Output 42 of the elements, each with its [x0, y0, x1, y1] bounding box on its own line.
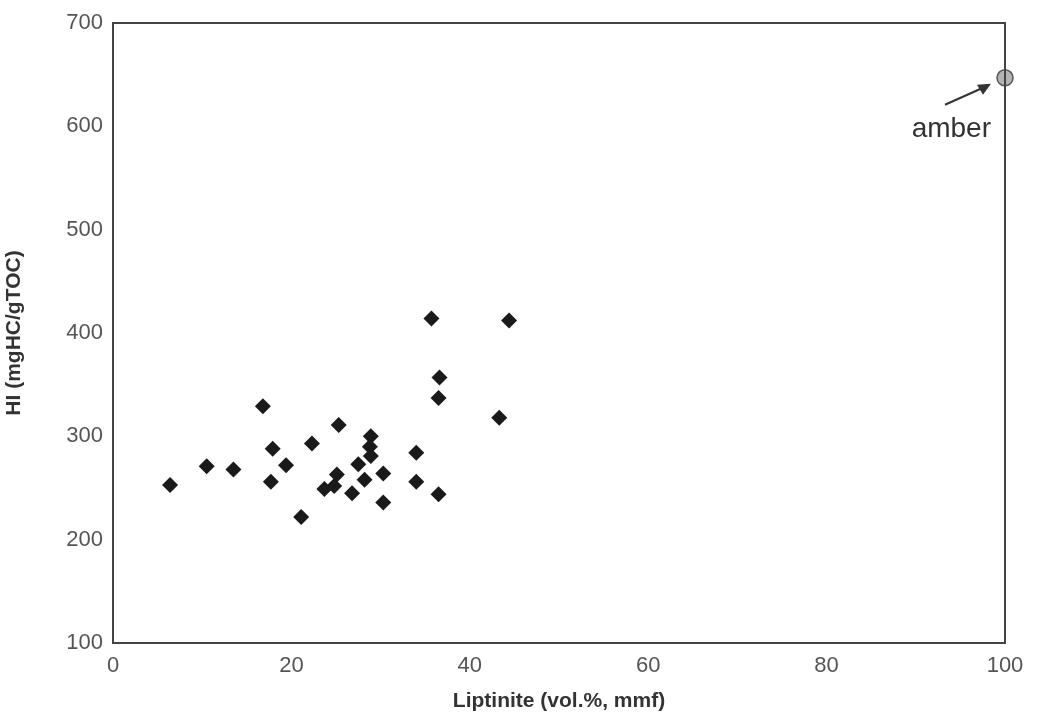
point: [430, 486, 447, 503]
annotation: amber: [911, 112, 991, 144]
y-tick-label: 300: [66, 422, 103, 448]
x-tick-label: 100: [986, 652, 1024, 678]
y-tick-label: 600: [66, 112, 103, 138]
point: [430, 390, 447, 407]
point: [198, 458, 215, 475]
point: [350, 456, 367, 473]
x-tick-label: 80: [814, 652, 839, 678]
x-axis-title: Liptinite (vol.%, mmf): [452, 688, 666, 712]
point: [423, 310, 440, 327]
point: [431, 369, 448, 386]
y-tick-label: 400: [66, 319, 103, 345]
y-tick-label: 100: [66, 629, 103, 655]
point: [330, 416, 347, 433]
point: [408, 444, 425, 461]
point: [278, 457, 295, 474]
point: [264, 440, 281, 457]
point: [344, 485, 361, 502]
y-tick-label: 700: [66, 9, 103, 35]
point: [356, 471, 373, 488]
y-tick-label: 200: [66, 525, 103, 551]
point: [326, 477, 343, 494]
x-tick-label: 0: [106, 652, 120, 678]
point: [162, 476, 179, 493]
point: [501, 312, 518, 329]
point: [225, 461, 242, 478]
point: [328, 466, 345, 483]
point: [408, 473, 425, 490]
point: [293, 508, 310, 525]
point: [254, 398, 271, 415]
point: [375, 494, 392, 511]
x-tick-label: 20: [279, 652, 304, 678]
point: [303, 435, 320, 452]
point: [375, 465, 392, 482]
x-tick-label: 40: [457, 652, 483, 678]
point: [316, 481, 333, 498]
y-tick-label: 500: [66, 215, 103, 241]
point: [491, 409, 508, 426]
y-axis-title: HI (mgHC/gTOC): [1, 250, 25, 416]
point: [262, 473, 279, 490]
x-tick-label: 60: [635, 652, 661, 678]
